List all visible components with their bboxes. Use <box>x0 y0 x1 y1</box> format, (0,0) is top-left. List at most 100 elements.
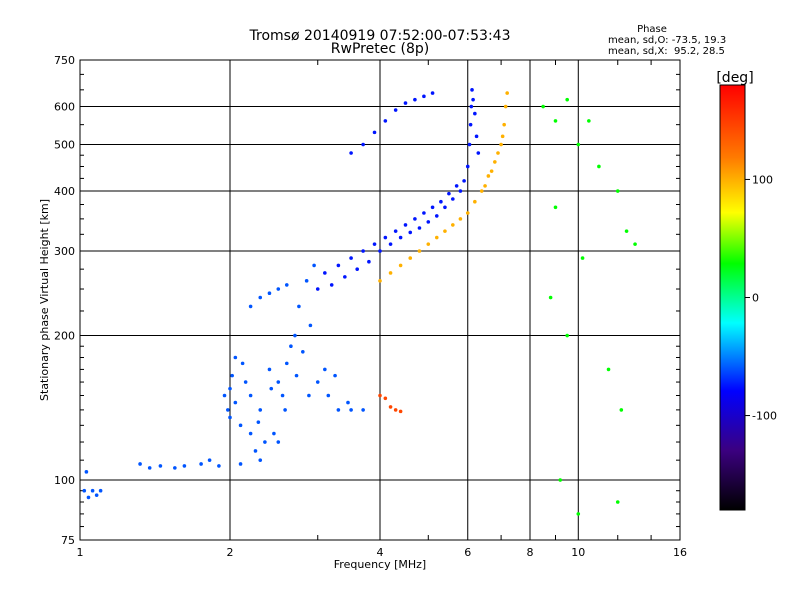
data-point <box>349 408 353 412</box>
data-point <box>393 229 398 233</box>
data-point <box>233 400 238 405</box>
data-point <box>388 271 393 275</box>
data-point <box>94 493 99 497</box>
data-point <box>422 94 426 99</box>
data-point <box>372 130 377 135</box>
stats-heading: Phase <box>637 24 667 35</box>
data-point <box>329 283 334 287</box>
data-point <box>503 104 508 109</box>
data-point <box>606 367 611 372</box>
data-point <box>336 408 341 412</box>
x-tick-label: 8 <box>527 546 534 559</box>
data-point <box>276 380 281 384</box>
data-point <box>147 466 152 470</box>
data-point <box>447 191 451 196</box>
data-point <box>230 373 234 378</box>
data-point <box>451 197 455 201</box>
data-point <box>417 249 422 253</box>
data-point <box>483 184 487 188</box>
data-point <box>256 420 261 424</box>
data-point <box>619 408 624 412</box>
data-point <box>474 134 479 139</box>
colorbar-ticks: 100 0 -100 <box>745 173 777 423</box>
data-point <box>470 88 474 92</box>
colorbar <box>719 84 746 511</box>
data-point <box>243 380 248 384</box>
data-point <box>263 440 267 444</box>
data-point <box>398 409 403 414</box>
data-point <box>361 408 365 412</box>
data-point <box>361 142 365 147</box>
data-point <box>98 488 103 493</box>
data-point <box>272 431 276 436</box>
data-point <box>297 304 301 309</box>
data-point <box>383 396 388 401</box>
data-point <box>253 449 258 453</box>
data-point <box>434 214 439 218</box>
data-point <box>333 373 337 378</box>
data-point <box>486 174 491 178</box>
data-point <box>493 160 497 164</box>
data-point <box>158 464 163 468</box>
data-point <box>238 462 243 466</box>
x-tick-labels: 1 2 4 6 8 10 16 <box>77 546 688 559</box>
colorbar-tick-label: 100 <box>752 173 773 186</box>
data-point <box>496 151 500 155</box>
data-point <box>240 361 245 366</box>
stats-o-line: mean, sd,O: -73.5, 19.3 <box>608 35 726 46</box>
data-point <box>138 462 142 466</box>
data-point <box>553 205 558 210</box>
data-point <box>403 223 408 227</box>
data-point <box>378 249 382 253</box>
data-point <box>541 104 545 109</box>
data-point <box>84 470 89 474</box>
data-point <box>258 295 263 300</box>
data-point <box>378 393 382 398</box>
data-point <box>576 512 581 516</box>
y-tick-labels: 75 100 200 300 400 500 600 750 <box>54 54 75 547</box>
data-point <box>388 405 393 409</box>
data-point <box>283 408 287 412</box>
data-point <box>430 91 435 95</box>
x-tick-label: 16 <box>673 546 687 559</box>
data-point <box>439 199 443 204</box>
data-point <box>349 256 353 260</box>
data-point <box>548 295 553 300</box>
data-point <box>471 97 475 102</box>
data-point <box>393 408 398 412</box>
data-point <box>393 108 398 112</box>
x-tick-label: 1 <box>77 546 84 559</box>
data-point <box>383 119 388 123</box>
y-tick-label: 100 <box>54 474 75 487</box>
plot-frame <box>79 59 681 541</box>
data-point <box>388 242 393 246</box>
data-point <box>426 242 431 246</box>
data-point <box>422 211 426 215</box>
data-point <box>326 393 331 398</box>
grid-lines <box>80 60 680 540</box>
data-point <box>276 287 281 291</box>
data-point <box>301 349 305 354</box>
data-point <box>267 291 272 296</box>
data-point <box>434 235 439 240</box>
x-tick-label: 6 <box>464 546 471 559</box>
data-point <box>293 333 297 338</box>
data-point <box>294 373 299 378</box>
data-point <box>367 259 371 264</box>
data-point <box>467 142 472 147</box>
data-point <box>502 122 506 127</box>
data-point <box>378 279 382 283</box>
data-point <box>248 393 253 398</box>
data-point <box>315 380 320 384</box>
stats-x-line: mean, sd,X: 95.2, 28.5 <box>608 46 725 57</box>
data-point <box>226 408 230 412</box>
y-tick-label: 400 <box>54 185 75 198</box>
data-point <box>443 205 447 210</box>
data-point <box>308 323 313 328</box>
data-point <box>408 230 413 235</box>
data-point <box>248 431 253 436</box>
data-point <box>90 488 95 493</box>
data-point <box>355 267 359 271</box>
data-point <box>269 386 274 391</box>
data-point <box>624 229 629 233</box>
